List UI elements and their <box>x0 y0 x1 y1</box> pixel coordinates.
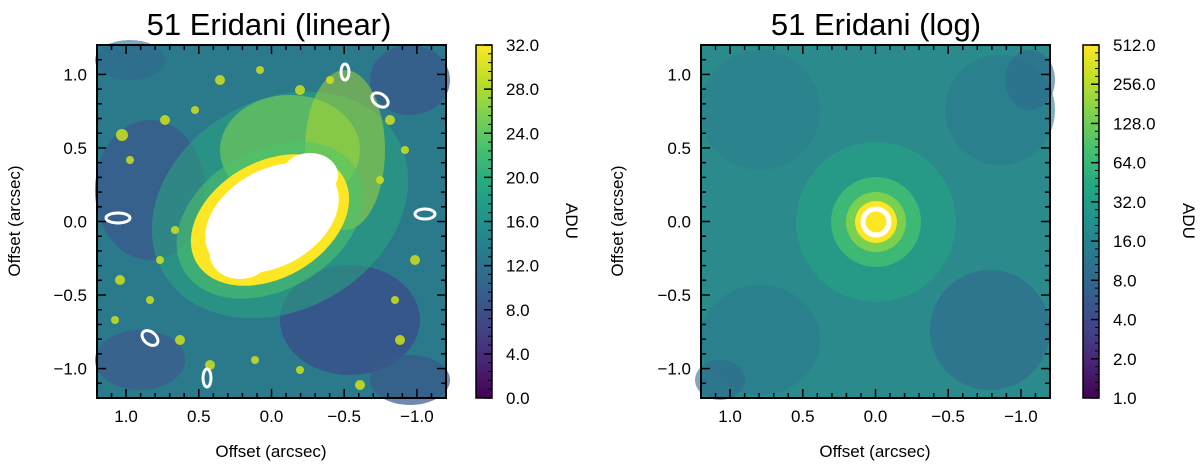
colorbar-ticks: 1.0 2.0 4.0 8.0 16.0 32.0 64.0 128.0 256.0 512.0 <box>1091 36 1156 408</box>
y-axis-ticks: 1.0 0.5 0.0 −0.5 −1.0 <box>657 44 1050 399</box>
y-axis-ticks: 1.0 0.5 0.0 −0.5 −1.0 <box>53 44 446 399</box>
y-tick-label: 0.0 <box>63 213 87 232</box>
y-tick-label: −0.5 <box>657 286 691 305</box>
colorbar: 0.0 4.0 8.0 12.0 16.0 20.0 24.0 28.0 32.0 ADU <box>475 36 581 408</box>
x-tick-label: −1.0 <box>400 407 434 426</box>
y-axis-label: Offset (arcsec) <box>608 165 627 276</box>
heatmap-image <box>95 40 450 405</box>
colorbar-tick-label: 1.0 <box>1113 389 1137 408</box>
y-tick-label: 0.0 <box>667 213 691 232</box>
y-tick-label: −1.0 <box>657 360 691 379</box>
x-tick-label: 1.0 <box>718 407 742 426</box>
chart-title: 51 Eridani (linear) <box>147 7 392 42</box>
y-tick-label: 1.0 <box>667 65 691 84</box>
x-axis-ticks: 1.0 0.5 0.0 −0.5 −1.0 <box>700 45 1051 426</box>
colorbar-tick-label: 8.0 <box>1113 271 1137 290</box>
colorbar-tick-label: 28.0 <box>506 80 539 99</box>
colorbar-tick-label: 512.0 <box>1113 36 1156 55</box>
heatmap-image <box>695 45 1055 400</box>
panel-linear: 51 Eridani (linear) <box>5 7 581 461</box>
colorbar-tick-label: 4.0 <box>1113 311 1137 330</box>
colorbar-tick-label: 8.0 <box>506 301 530 320</box>
y-axis-label: Offset (arcsec) <box>5 165 24 276</box>
colorbar-ticks: 0.0 4.0 8.0 12.0 16.0 20.0 24.0 28.0 32.0 <box>484 36 539 408</box>
x-axis-ticks: 1.0 0.5 0.0 −0.5 −1.0 <box>96 45 447 426</box>
x-axis-label: Offset (arcsec) <box>819 442 930 461</box>
x-tick-label: −1.0 <box>1004 407 1038 426</box>
colorbar-tick-label: 32.0 <box>1113 193 1146 212</box>
panel-log: 51 Eridani (log) 1.0 0.5 0.0 −0.5 −1.0 1.0 0.… <box>608 7 1198 461</box>
colorbar-tick-label: 64.0 <box>1113 154 1146 173</box>
colorbar-tick-label: 20.0 <box>506 168 539 187</box>
colorbar-label: ADU <box>562 203 581 239</box>
colorbar-tick-label: 0.0 <box>506 389 530 408</box>
colorbar-tick-label: 2.0 <box>1113 350 1137 369</box>
x-tick-label: −0.5 <box>327 407 361 426</box>
x-tick-label: −0.5 <box>931 407 965 426</box>
x-tick-label: 0.0 <box>864 407 888 426</box>
colorbar-tick-label: 4.0 <box>506 345 530 364</box>
colorbar-tick-label: 32.0 <box>506 36 539 55</box>
y-tick-label: 1.0 <box>63 65 87 84</box>
x-axis-label: Offset (arcsec) <box>215 442 326 461</box>
y-tick-label: 0.5 <box>667 139 691 158</box>
y-tick-label: 0.5 <box>63 139 87 158</box>
colorbar-tick-label: 256.0 <box>1113 75 1156 94</box>
colorbar-tick-label: 24.0 <box>506 124 539 143</box>
y-tick-label: −1.0 <box>53 360 87 379</box>
y-tick-label: −0.5 <box>53 286 87 305</box>
colorbar-label: ADU <box>1179 203 1198 239</box>
colorbar: 1.02.04.08.016.032.064.0128.0256.0512.0 … <box>1082 36 1198 408</box>
colorbar-tick-label: 16.0 <box>1113 232 1146 251</box>
x-tick-label: 0.5 <box>791 407 815 426</box>
colorbar-tick-label: 12.0 <box>506 257 539 276</box>
x-tick-label: 1.0 <box>114 407 138 426</box>
colorbar-tick-label: 128.0 <box>1113 114 1156 133</box>
x-tick-label: 0.5 <box>187 407 211 426</box>
x-tick-label: 0.0 <box>260 407 284 426</box>
colorbar-tick-label: 16.0 <box>506 213 539 232</box>
chart-title: 51 Eridani (log) <box>771 7 981 42</box>
